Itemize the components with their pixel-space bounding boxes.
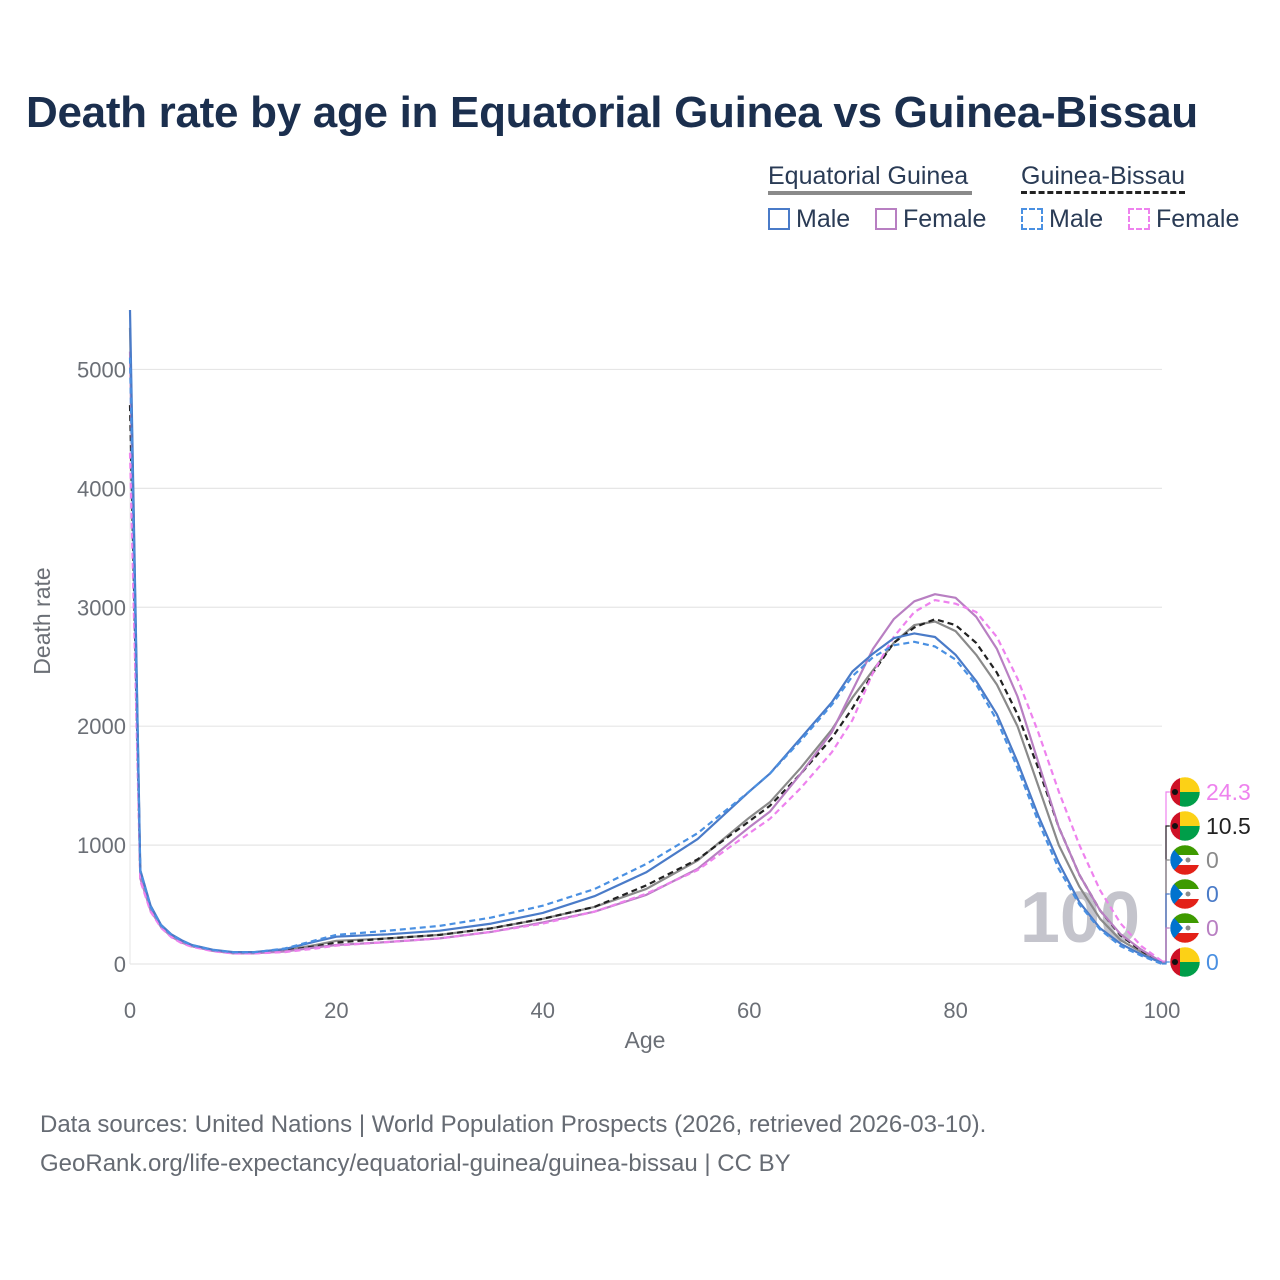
x-tick-label: 20 xyxy=(324,998,348,1023)
end-value-label: 10.5 xyxy=(1206,813,1251,839)
legend-label-eq-male: Male xyxy=(796,204,851,233)
guinea-bissau-flag-icon xyxy=(1169,810,1201,842)
x-tick-label: 0 xyxy=(124,998,136,1023)
x-tick-label: 60 xyxy=(737,998,761,1023)
series-line-eq-female[interactable] xyxy=(128,351,1163,964)
equatorial-guinea-flag-icon xyxy=(1169,878,1201,910)
y-tick-label: 2000 xyxy=(77,714,126,739)
chart-title: Death rate by age in Equatorial Guinea v… xyxy=(26,88,1198,137)
x-axis-label: Age xyxy=(625,1027,666,1053)
end-value-label: 0 xyxy=(1206,847,1219,873)
y-axis-label: Death rate xyxy=(29,567,55,674)
end-value-label: 0 xyxy=(1206,915,1219,941)
end-label-connector xyxy=(1162,859,1172,964)
legend-item-eq-female[interactable]: Female xyxy=(875,203,986,235)
series-line-gb-female[interactable] xyxy=(128,452,1163,962)
legend-item-eq-male[interactable]: Male xyxy=(768,203,850,235)
grid xyxy=(130,368,1162,965)
end-label-connector xyxy=(1162,927,1172,963)
equatorial-guinea-flag-icon xyxy=(1169,844,1201,876)
equatorial-guinea-flag-icon xyxy=(1169,912,1201,944)
y-tick-label: 0 xyxy=(114,952,126,977)
end-value-label: 0 xyxy=(1206,881,1219,907)
series-line-eq-male[interactable] xyxy=(128,309,1163,964)
x-tick-label: 100 xyxy=(1144,998,1181,1023)
legend-swatch-gb-male xyxy=(1021,208,1043,230)
y-tick-label: 4000 xyxy=(77,476,126,501)
guinea-bissau-flag-icon xyxy=(1169,776,1201,808)
legend-group-equatorial-guinea: Equatorial Guinea xyxy=(768,162,969,190)
legend-label-gb-male: Male xyxy=(1049,204,1104,233)
x-tick-label: 80 xyxy=(943,998,967,1023)
footer-link[interactable]: GeoRank.org/life-expectancy/equatorial-g… xyxy=(40,1150,791,1177)
legend-label-eq-female: Female xyxy=(903,204,987,233)
legend-swatch-eq-female xyxy=(875,208,897,230)
end-label-connector xyxy=(1162,791,1172,962)
x-tick-label: 40 xyxy=(531,998,555,1023)
series-line-eq-total[interactable] xyxy=(128,327,1163,964)
end-value-label: 0 xyxy=(1206,949,1219,975)
footer-source: Data sources: United Nations | World Pop… xyxy=(40,1111,987,1138)
legend-item-gb-female[interactable]: Female xyxy=(1128,203,1239,235)
series-lines xyxy=(128,309,1163,966)
legend-swatch-gb-female xyxy=(1128,208,1150,230)
end-labels: 24.3 10.5 0 0 0 0 xyxy=(1162,776,1251,978)
x-axis: 0 20 40 60 80 100 xyxy=(124,998,1180,1023)
end-label-connector xyxy=(1162,961,1172,965)
y-axis: 0 1000 2000 3000 4000 5000 xyxy=(77,310,131,977)
legend-group-guinea-bissau: Guinea-Bissau xyxy=(1021,162,1185,190)
end-value-label: 24.3 xyxy=(1206,779,1251,805)
guinea-bissau-flag-icon xyxy=(1169,946,1201,978)
legend-line-equatorial-guinea xyxy=(768,191,972,195)
y-tick-label: 3000 xyxy=(77,595,126,620)
legend-label-gb-female: Female xyxy=(1156,204,1240,233)
legend-item-gb-male[interactable]: Male xyxy=(1021,203,1103,235)
footer: Data sources: United Nations | World Pop… xyxy=(40,1105,986,1183)
y-tick-label: 5000 xyxy=(77,357,126,382)
legend-swatch-eq-male xyxy=(768,208,790,230)
legend-line-guinea-bissau xyxy=(1021,191,1185,194)
series-line-gb-male[interactable] xyxy=(128,357,1163,966)
y-tick-label: 1000 xyxy=(77,833,126,858)
